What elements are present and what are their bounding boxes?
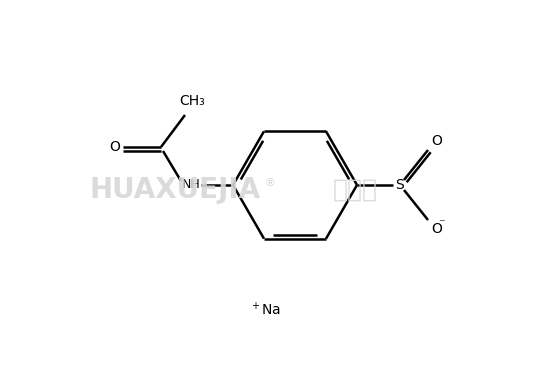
Text: S: S <box>395 178 403 192</box>
Text: ®: ® <box>264 178 276 188</box>
Text: O: O <box>110 140 120 154</box>
Text: CH₃: CH₃ <box>179 94 205 108</box>
Text: ⁻: ⁻ <box>438 217 444 230</box>
Text: O: O <box>432 134 442 148</box>
Text: 化学家: 化学家 <box>333 178 377 202</box>
Text: NH: NH <box>181 178 200 191</box>
Text: HUAXUEJIA: HUAXUEJIA <box>90 176 260 204</box>
Text: O: O <box>432 222 442 236</box>
Text: $^+$Na: $^+$Na <box>249 301 281 319</box>
